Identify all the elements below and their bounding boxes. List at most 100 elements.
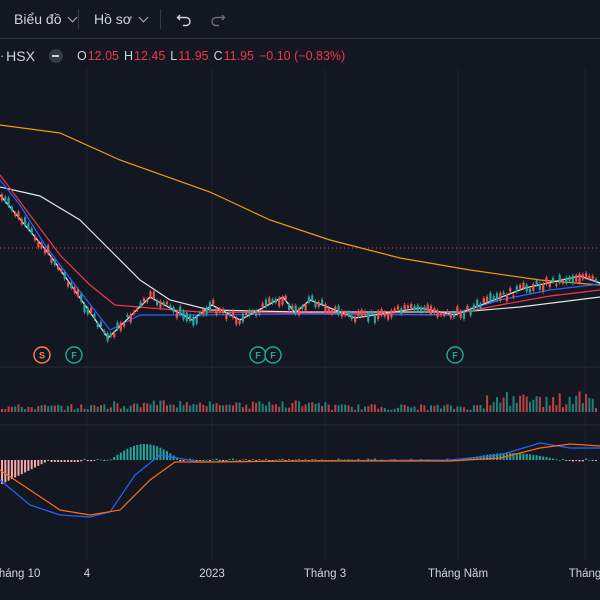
volume-bar	[459, 406, 462, 412]
candle-body	[317, 302, 320, 307]
candle-body	[241, 313, 244, 322]
macd-histogram-bar	[255, 460, 258, 461]
candle-body	[70, 282, 73, 288]
macd-histogram-bar	[192, 459, 195, 461]
volume-bar	[486, 395, 489, 412]
volume-bar	[195, 404, 198, 412]
macd-histogram-bar	[232, 458, 234, 460]
volume-bar	[591, 398, 594, 412]
candle-body	[172, 307, 175, 312]
candle-body	[235, 318, 238, 325]
event-marker[interactable]: F	[65, 346, 83, 364]
volume-bar	[581, 402, 584, 412]
candle-body	[314, 301, 317, 307]
undo-button[interactable]	[176, 6, 192, 32]
macd-histogram-bar	[113, 457, 116, 460]
volume-bar	[314, 403, 317, 412]
volume-bar	[397, 407, 399, 412]
candle-body	[248, 310, 251, 316]
volume-bar	[535, 396, 538, 412]
macd-histogram-bar	[552, 458, 555, 460]
candle-body	[103, 330, 106, 334]
candle-body	[426, 304, 429, 311]
volume-bar	[1, 408, 3, 412]
volume-bar	[245, 404, 248, 412]
event-label: F	[270, 351, 276, 361]
event-marker[interactable]: F	[446, 346, 464, 364]
candle-body	[509, 288, 512, 292]
macd-histogram-bar	[245, 459, 248, 460]
volume-bar	[294, 400, 297, 412]
volume-bar	[43, 404, 46, 412]
volume-bar	[208, 401, 211, 412]
macd-histogram-bar	[43, 460, 46, 463]
macd-histogram-bar	[212, 459, 215, 461]
volume-bar	[383, 407, 386, 412]
volume-bar	[212, 404, 215, 412]
candle-body	[231, 310, 235, 318]
candle-body	[284, 295, 287, 300]
macd-histogram-bar	[492, 453, 495, 460]
candle-body	[532, 284, 535, 291]
volume-bar	[499, 402, 502, 412]
macd-histogram-bar	[53, 460, 56, 462]
volume-bar	[37, 406, 40, 412]
volume-bar	[525, 396, 528, 412]
candle-body	[542, 283, 545, 292]
volume-bar	[502, 397, 505, 412]
event-marker[interactable]: F	[249, 346, 267, 364]
candle-body	[106, 333, 109, 342]
volume-bar	[406, 406, 409, 412]
volume-bar	[96, 406, 99, 412]
candle-body	[126, 314, 129, 317]
macd-histogram-bar	[34, 460, 36, 468]
volume-bar	[251, 401, 254, 412]
volume-bar	[57, 404, 60, 412]
volume-bar	[136, 403, 139, 412]
volume-bar	[542, 406, 545, 412]
event-marker[interactable]: S	[33, 346, 51, 364]
candle-body	[202, 308, 205, 316]
volume-bar	[284, 407, 287, 412]
chart-menu-button[interactable]: Biểu đồ	[14, 6, 78, 32]
volume-bar	[509, 405, 512, 412]
macd-histogram-bar	[274, 459, 277, 461]
redo-button[interactable]	[210, 6, 226, 32]
volume-bar	[324, 402, 327, 412]
volume-bar	[76, 408, 79, 412]
macd-histogram-bar	[225, 460, 228, 461]
macd-histogram-bar	[367, 458, 370, 460]
volume-bar	[562, 407, 564, 412]
candle-body	[86, 307, 89, 315]
macd-histogram-bar	[116, 454, 119, 460]
candle-body	[43, 248, 46, 254]
macd-histogram-bar	[205, 459, 208, 461]
candle-body	[40, 243, 43, 248]
macd-histogram-bar	[222, 460, 225, 462]
volume-bar	[347, 405, 350, 412]
macd-histogram-bar	[578, 460, 581, 462]
toolbar-divider	[78, 9, 79, 29]
open-value: 12.05	[87, 49, 119, 63]
volume-bar	[588, 397, 591, 412]
candle-body	[479, 303, 482, 309]
volume-bar	[558, 393, 561, 412]
volume-bar	[255, 402, 258, 412]
candle-body	[294, 305, 297, 314]
macd-histogram-bar	[261, 459, 264, 461]
profile-menu-button[interactable]: Hồ sơ	[94, 6, 149, 32]
macd-histogram-bar	[555, 459, 558, 461]
macd-histogram-bar	[70, 460, 73, 462]
volume-bar	[30, 407, 33, 412]
macd-histogram-bar	[525, 453, 528, 460]
event-marker[interactable]: F	[264, 346, 282, 364]
candle-body	[429, 305, 433, 314]
volume-bar	[377, 408, 380, 412]
candle-body	[189, 315, 192, 322]
symbol-exchange[interactable]: HSX	[6, 48, 35, 64]
volume-bar	[24, 409, 27, 412]
volume-bar	[261, 403, 264, 412]
candle-body	[33, 236, 37, 241]
collapse-legend-button[interactable]	[48, 49, 63, 63]
